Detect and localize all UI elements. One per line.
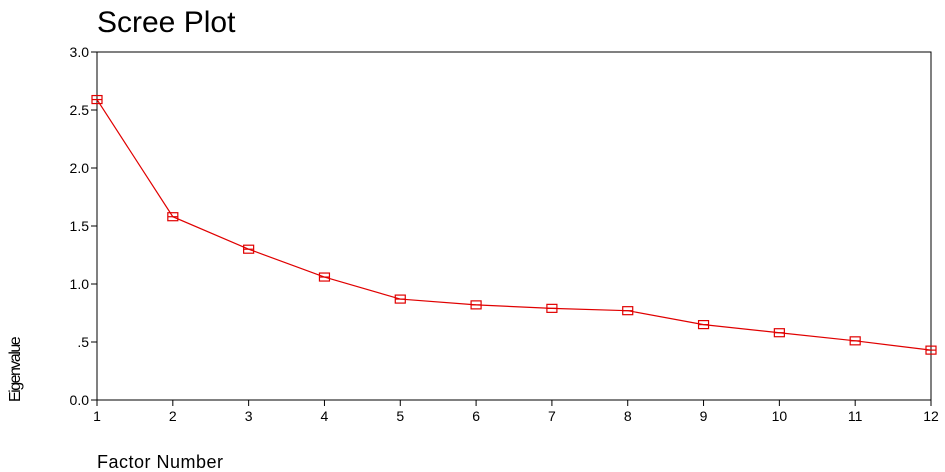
- series-layer: [91, 94, 937, 355]
- x-tick-label: 9: [700, 408, 708, 424]
- data-point-marker: [849, 336, 861, 346]
- data-point-marker: [91, 94, 103, 105]
- x-tick-label: 6: [472, 408, 480, 424]
- y-tick-label: .5: [77, 334, 89, 350]
- y-axis-ticks: 0.0 .5 1.0 1.5 2.0 2.5 3.0: [70, 44, 97, 408]
- data-point-marker: [773, 328, 785, 338]
- x-axis-label: Factor Number: [97, 452, 224, 472]
- x-tick-label: 10: [772, 408, 788, 424]
- chart-title: Scree Plot: [97, 6, 236, 39]
- x-tick-label: 8: [624, 408, 632, 424]
- data-point-marker: [925, 345, 937, 355]
- data-point-marker: [470, 300, 482, 310]
- x-tick-label: 12: [923, 408, 939, 424]
- data-point-marker: [394, 294, 406, 304]
- y-tick-label: 1.5: [70, 218, 90, 234]
- y-tick-label: 2.5: [70, 102, 90, 118]
- x-tick-label: 4: [321, 408, 329, 424]
- x-tick-label: 5: [396, 408, 404, 424]
- plot-area-frame: [96, 51, 932, 401]
- y-axis-label: Eigenvalue: [7, 336, 24, 402]
- data-point-marker: [697, 320, 710, 330]
- y-tick-label: 2.0: [70, 160, 90, 176]
- x-tick-label: 2: [169, 408, 177, 424]
- x-tick-label: 11: [848, 408, 863, 424]
- y-tick-label: 1.0: [70, 276, 90, 292]
- data-point-marker: [243, 244, 255, 254]
- series-line: [96, 99, 932, 351]
- data-point-marker: [622, 306, 634, 316]
- data-point-marker: [318, 272, 331, 282]
- y-tick-label: 3.0: [70, 44, 90, 60]
- data-point-marker: [167, 212, 179, 222]
- x-tick-label: 3: [245, 408, 253, 424]
- x-tick-label: 7: [548, 408, 556, 424]
- x-axis-ticks: 1 2 3 4 5 6 7 8 9 10 11 12: [93, 400, 939, 424]
- y-tick-label: 0.0: [70, 392, 90, 408]
- x-tick-label: 1: [93, 408, 101, 424]
- data-point-marker: [546, 303, 558, 313]
